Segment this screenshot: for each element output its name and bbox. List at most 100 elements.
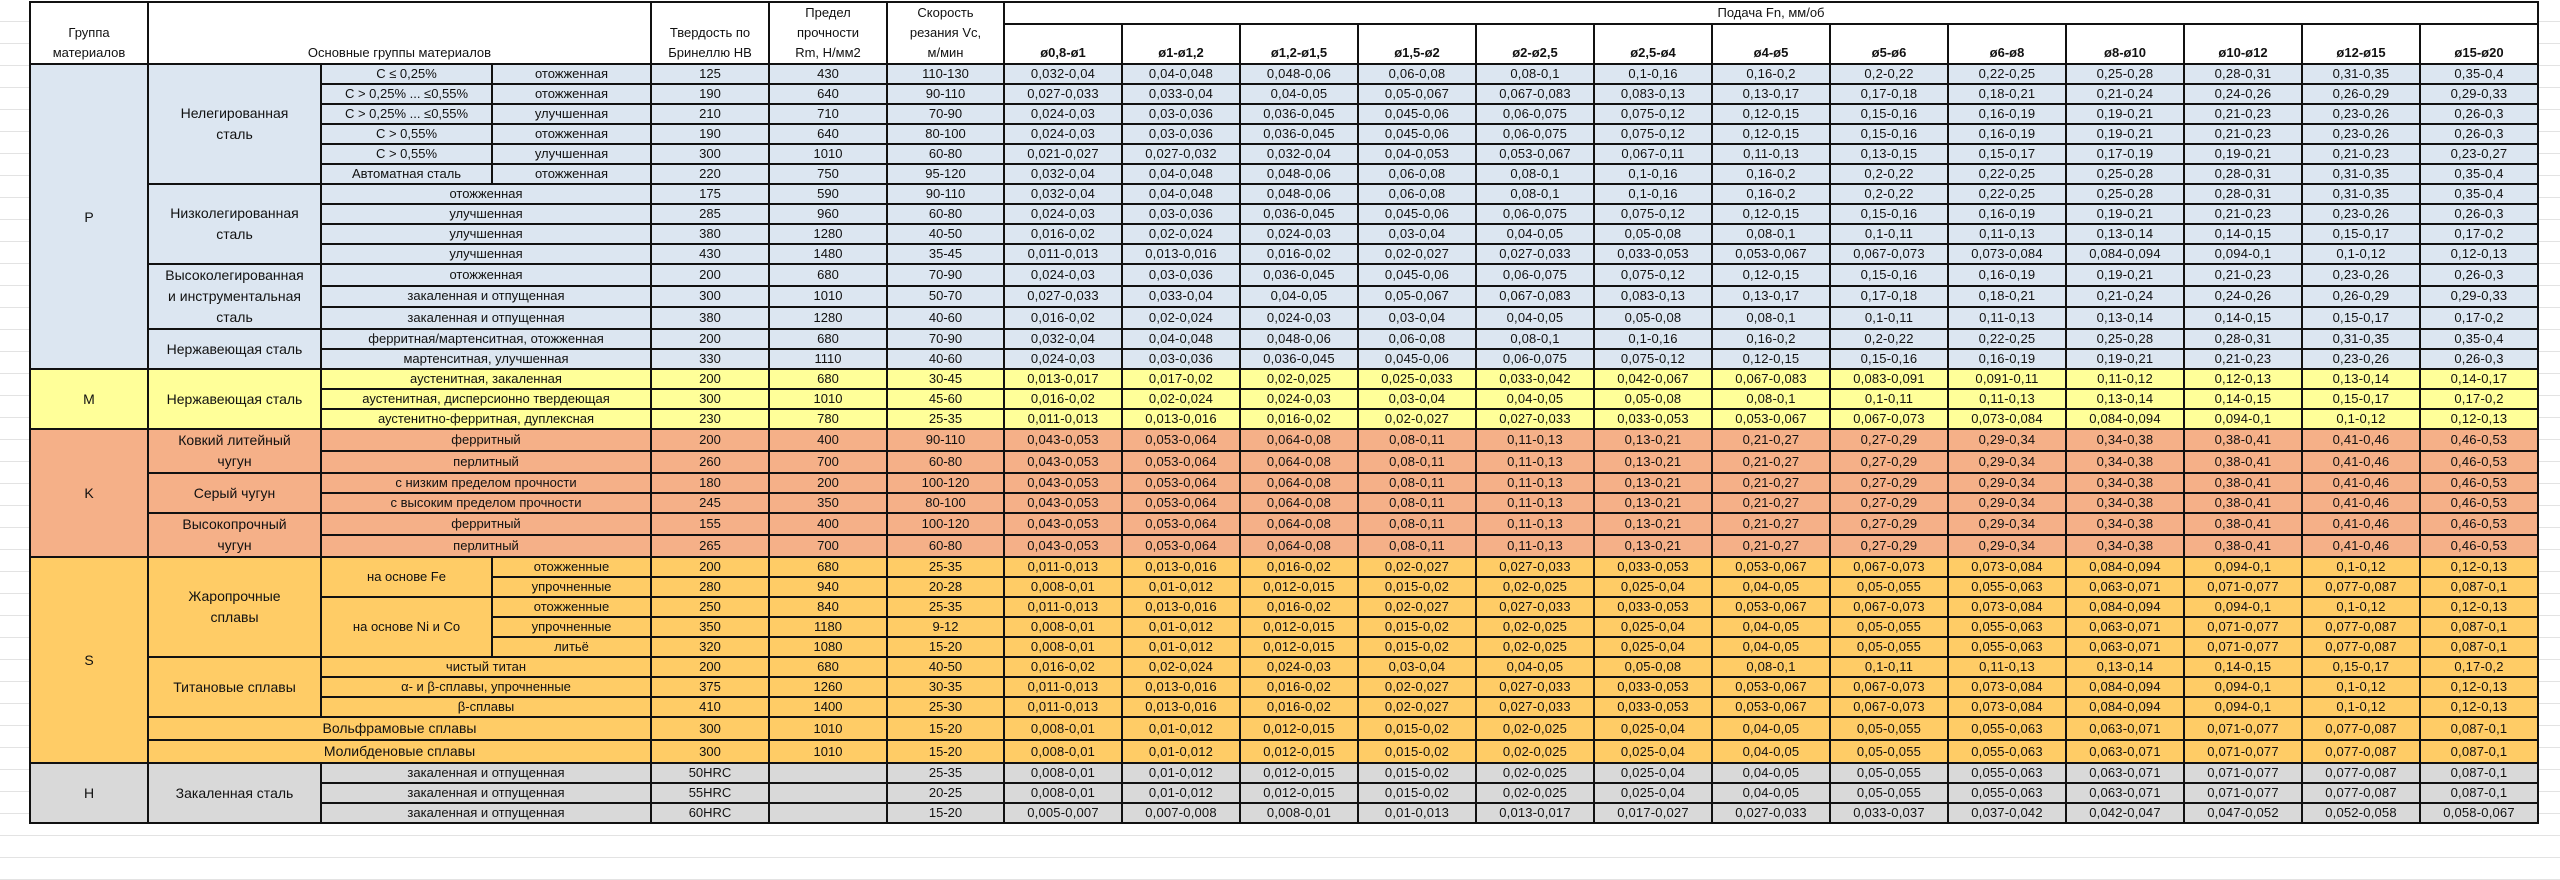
strength-value: 750 bbox=[768, 163, 888, 185]
strength-value: 840 bbox=[768, 596, 888, 618]
speed-value: 25-35 bbox=[886, 556, 1005, 578]
hardness-value: 190 bbox=[650, 123, 770, 145]
feed-value: 0,31-0,35 bbox=[2301, 63, 2421, 85]
speed-value: 15-20 bbox=[886, 739, 1005, 764]
feed-value: 0,23-0,26 bbox=[2301, 123, 2421, 145]
strength-value: 1260 bbox=[768, 676, 888, 698]
feed-value: 0,16-0,2 bbox=[1711, 163, 1831, 185]
strength-value: 1010 bbox=[768, 739, 888, 764]
feed-value: 0,05-0,055 bbox=[1829, 576, 1949, 598]
strength-value: 1010 bbox=[768, 388, 888, 410]
feed-value: 0,14-0,17 bbox=[2419, 368, 2539, 390]
feed-value: 0,027-0,033 bbox=[1475, 596, 1595, 618]
material-treatment: ферритный bbox=[320, 512, 652, 536]
feed-value: 0,064-0,08 bbox=[1239, 534, 1359, 558]
feed-value: 0,012-0,015 bbox=[1239, 716, 1359, 741]
feed-value: 0,008-0,01 bbox=[1003, 616, 1123, 638]
feed-value: 0,26-0,3 bbox=[2419, 348, 2539, 370]
table-row: улучшенная 285 960 60-80 0,024-0,03 0,03-0,03… bbox=[30, 203, 2539, 225]
feed-value: 0,013-0,016 bbox=[1121, 596, 1241, 618]
feed-value: 0,28-0,31 bbox=[2183, 163, 2303, 185]
feed-value: 0,41-0,46 bbox=[2301, 512, 2421, 536]
feed-value: 0,25-0,28 bbox=[2065, 328, 2185, 350]
table-row: Высоколегированная и инструментальная ст… bbox=[30, 263, 2539, 330]
hardness-value: 190 bbox=[650, 83, 770, 105]
speed-value: 50-70 bbox=[886, 284, 1005, 309]
feed-value: 0,043-0,053 bbox=[1003, 534, 1123, 558]
table-row: M Нержавеющая сталь аустенитная, закаленна… bbox=[29, 368, 2539, 430]
feed-value: 0,11-0,13 bbox=[1475, 472, 1595, 494]
feed-value: 0,071-0,077 bbox=[2183, 739, 2303, 764]
feed-value: 0,011-0,013 bbox=[1003, 676, 1123, 698]
speed-value: 90-110 bbox=[886, 83, 1005, 105]
feed-value: 0,13-0,14 bbox=[2065, 656, 2185, 678]
feed-value: 0,043-0,053 bbox=[1003, 428, 1123, 452]
feed-value: 0,38-0,41 bbox=[2183, 428, 2303, 452]
strength-value: 680 bbox=[768, 328, 888, 350]
feed-value: 0,094-0,1 bbox=[2183, 696, 2303, 718]
strength-value: 1280 bbox=[768, 306, 888, 330]
feed-value: 0,11-0,13 bbox=[1947, 656, 2067, 678]
feed-value: 0,41-0,46 bbox=[2301, 492, 2421, 514]
material-condition: C ≤ 0,25% bbox=[320, 63, 493, 85]
feed-value: 0,41-0,46 bbox=[2301, 450, 2421, 474]
feed-value: 0,011-0,013 bbox=[1003, 243, 1123, 265]
material-treatment: β-сплавы bbox=[320, 696, 652, 718]
speed-value: 80-100 bbox=[886, 492, 1005, 514]
feed-value: 0,29-0,33 bbox=[2419, 83, 2539, 105]
hardness-value: 210 bbox=[650, 103, 770, 125]
header-feed-diameter: ø2,5-ø4 bbox=[1593, 23, 1713, 65]
feed-value: 0,042-0,067 bbox=[1593, 368, 1713, 390]
feed-value: 0,21-0,27 bbox=[1711, 450, 1831, 474]
feed-value: 0,055-0,063 bbox=[1947, 716, 2067, 741]
feed-value: 0,19-0,21 bbox=[2065, 348, 2185, 370]
feed-value: 0,012-0,015 bbox=[1239, 616, 1359, 638]
feed-value: 0,087-0,1 bbox=[2419, 636, 2539, 658]
table-row: C > 0,25% ... ≤0,55% улучшенная 210 710 70-9… bbox=[30, 103, 2539, 125]
hardness-value: 380 bbox=[650, 306, 770, 330]
material-treatment: аустенитная, закаленная bbox=[320, 368, 652, 390]
feed-value: 0,15-0,17 bbox=[2301, 306, 2421, 330]
feed-header-row: ø0,8-ø1 ø1-ø1,2 ø1,2-ø1,5 ø1,5-ø2 ø2-ø2,5 ø2,… bbox=[30, 23, 2539, 65]
cutting-data-table: Группа материалов Основные группы матери… bbox=[29, 1, 2539, 824]
feed-value: 0,04-0,05 bbox=[1711, 782, 1831, 804]
feed-value: 0,27-0,29 bbox=[1829, 472, 1949, 494]
hardness-value: 285 bbox=[650, 203, 770, 225]
feed-value: 0,23-0,26 bbox=[2301, 203, 2421, 225]
material-treatment: аустенитно-ферритная, дуплексная bbox=[320, 408, 652, 430]
feed-value: 0,087-0,1 bbox=[2419, 616, 2539, 638]
feed-value: 0,055-0,063 bbox=[1947, 739, 2067, 764]
feed-value: 0,13-0,14 bbox=[2301, 368, 2421, 390]
material-treatment: отожженная bbox=[320, 183, 652, 205]
header-feed-diameter: ø2-ø2,5 bbox=[1475, 23, 1595, 65]
feed-value: 0,21-0,27 bbox=[1711, 534, 1831, 558]
feed-value: 0,11-0,13 bbox=[1947, 306, 2067, 330]
feed-value: 0,063-0,071 bbox=[2065, 739, 2185, 764]
feed-value: 0,04-0,05 bbox=[1239, 83, 1359, 105]
material-treatment: мартенситная, улучшенная bbox=[320, 348, 652, 370]
table-row: аустенитно-ферритная, дуплексная 230 780 25… bbox=[30, 408, 2539, 430]
feed-value: 0,033-0,053 bbox=[1593, 596, 1713, 618]
feed-value: 0,21-0,27 bbox=[1711, 492, 1831, 514]
header-hardness: Твердость по Бринеллю НВ bbox=[650, 1, 770, 65]
header-feed-diameter: ø4-ø5 bbox=[1711, 23, 1831, 65]
feed-value: 0,04-0,05 bbox=[1711, 636, 1831, 658]
feed-value: 0,012-0,015 bbox=[1239, 576, 1359, 598]
feed-value: 0,11-0,13 bbox=[1711, 143, 1831, 165]
feed-value: 0,047-0,052 bbox=[2183, 802, 2303, 824]
hardness-value: 300 bbox=[650, 143, 770, 165]
feed-value: 0,12-0,15 bbox=[1711, 123, 1831, 145]
feed-value: 0,045-0,06 bbox=[1357, 348, 1477, 370]
feed-value: 0,024-0,03 bbox=[1003, 103, 1123, 125]
material-subgroup: Высоколегированная и инструментальная ст… bbox=[147, 263, 322, 330]
hardness-value: 320 bbox=[650, 636, 770, 658]
feed-value: 0,15-0,17 bbox=[2301, 223, 2421, 245]
strength-value bbox=[768, 802, 888, 824]
feed-value: 0,033-0,053 bbox=[1593, 676, 1713, 698]
material-treatment: улучшенная bbox=[320, 223, 652, 245]
feed-value: 0,011-0,013 bbox=[1003, 408, 1123, 430]
table-row: закаленная и отпущенная 380 1280 40-60 0,016… bbox=[30, 306, 2539, 330]
feed-value: 0,075-0,12 bbox=[1593, 348, 1713, 370]
feed-value: 0,08-0,1 bbox=[1475, 328, 1595, 350]
feed-value: 0,007-0,008 bbox=[1121, 802, 1241, 824]
